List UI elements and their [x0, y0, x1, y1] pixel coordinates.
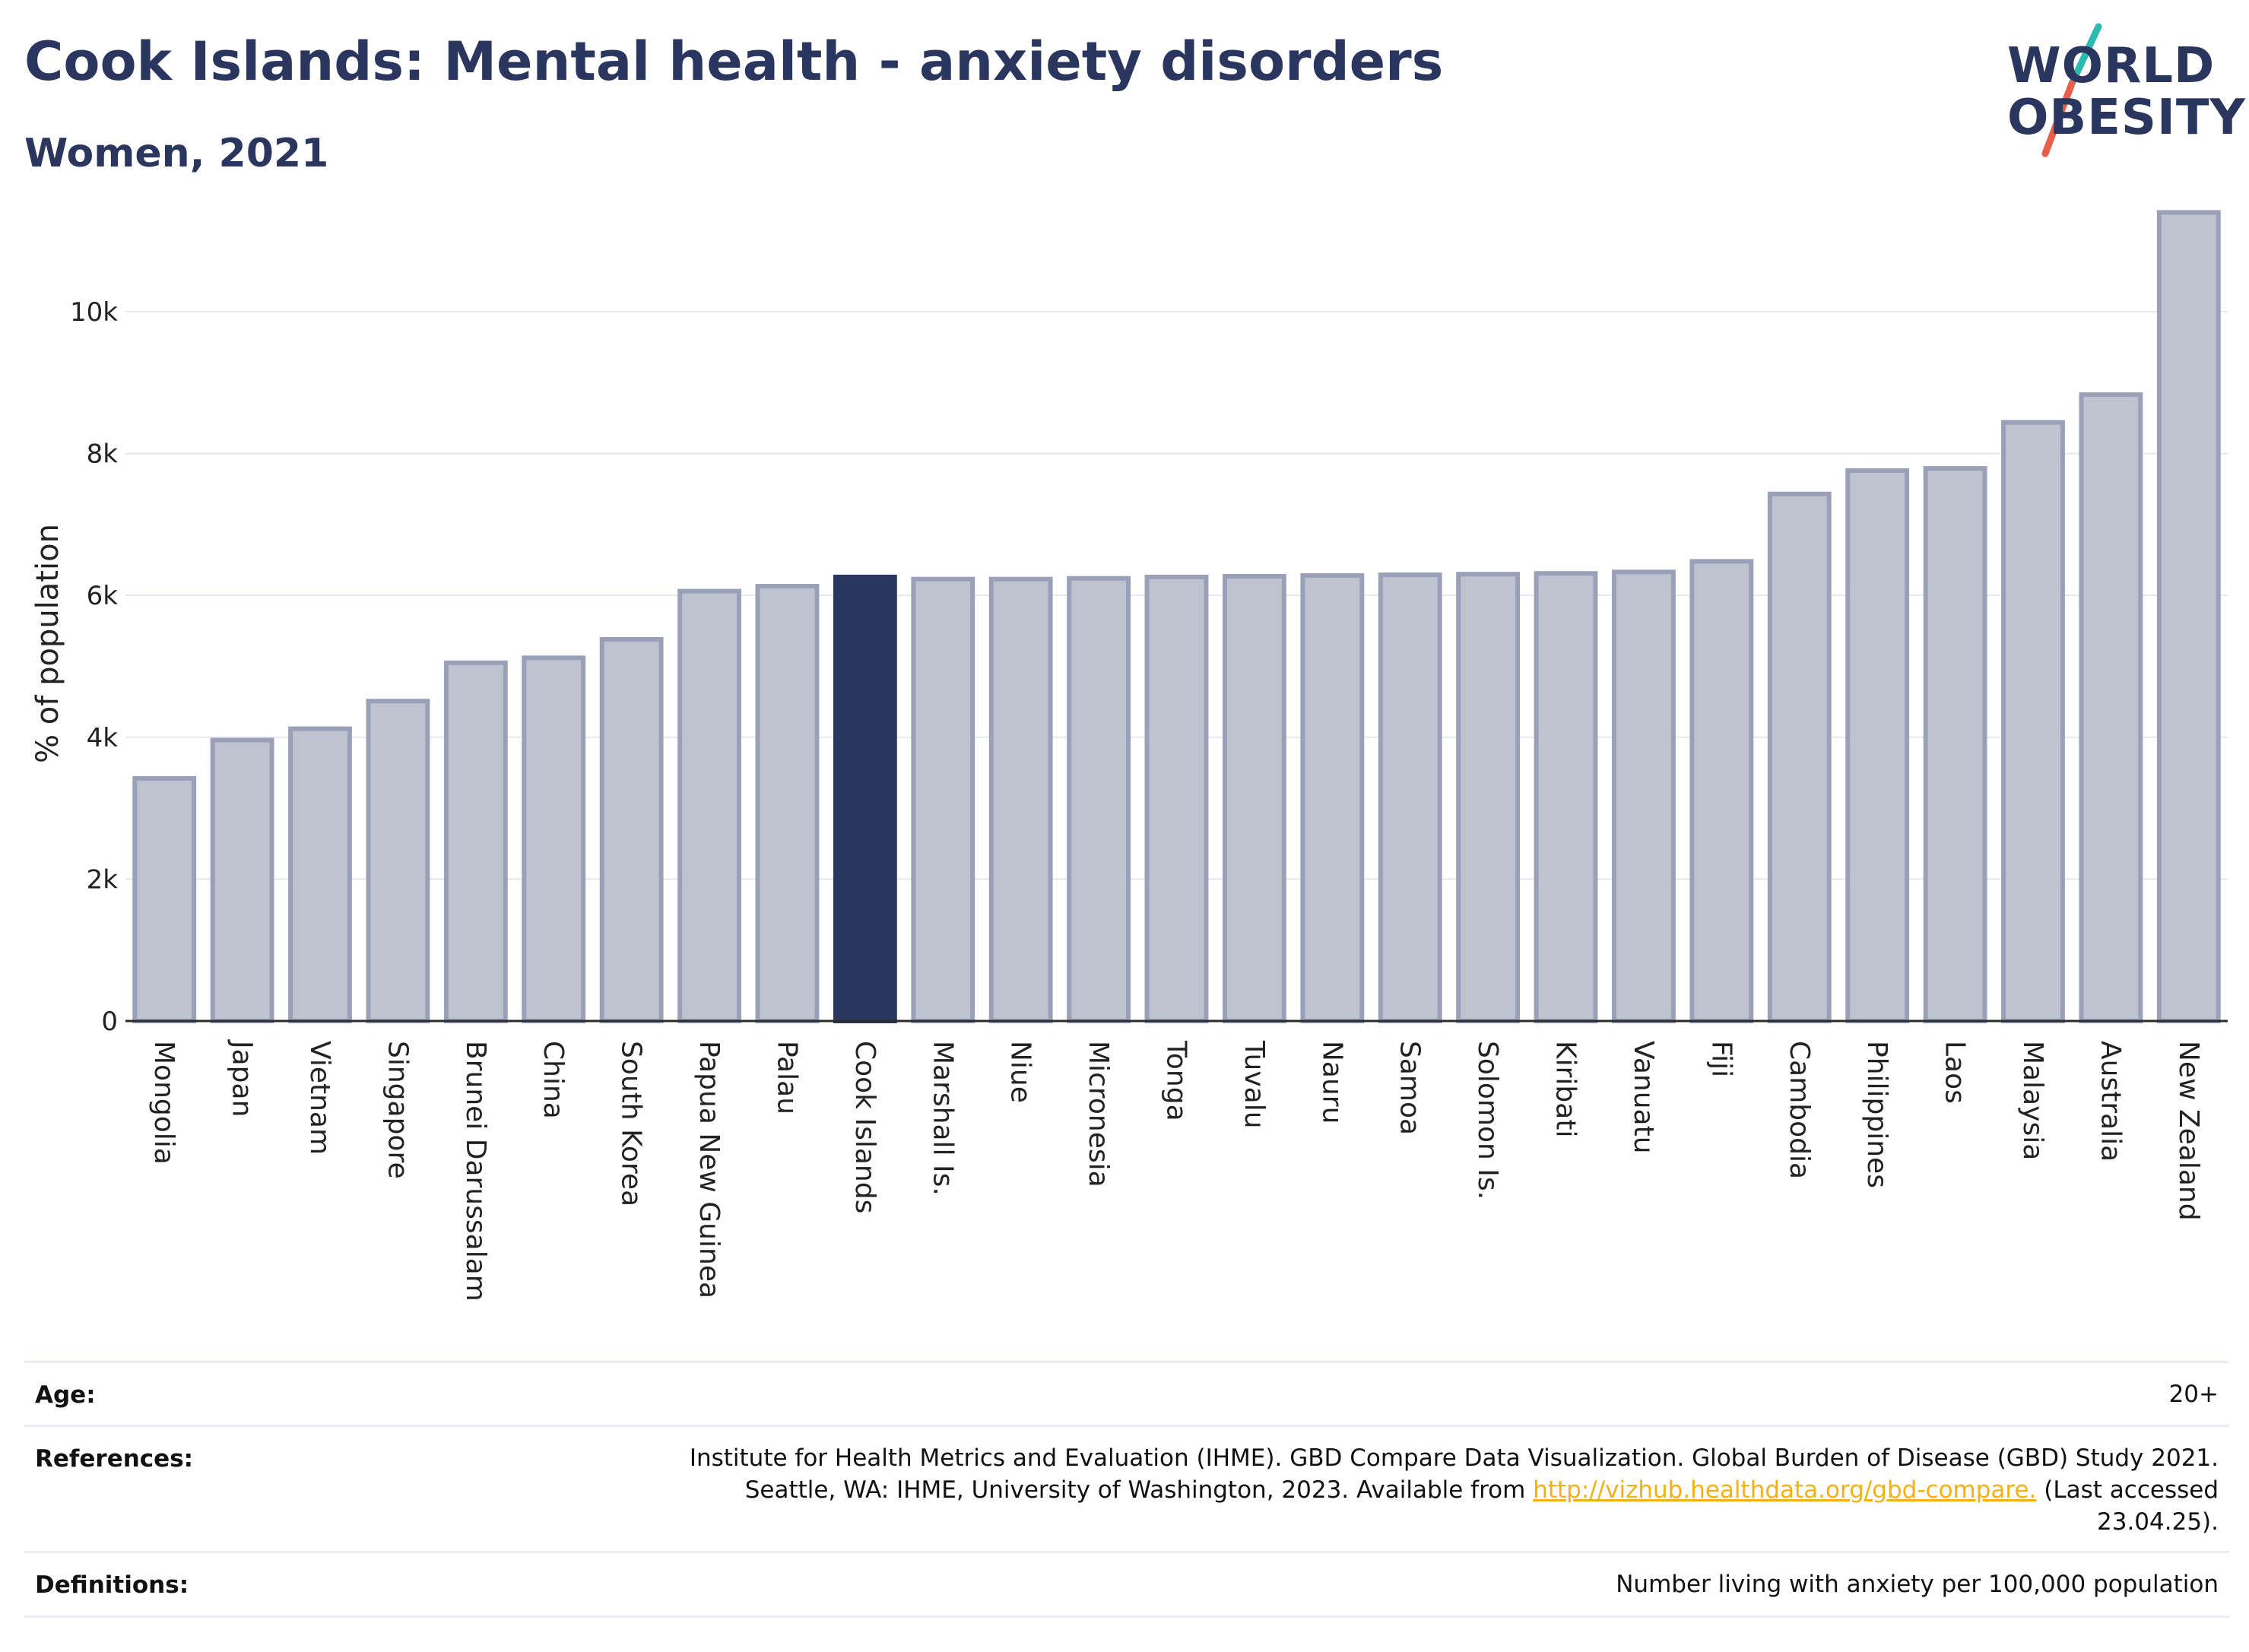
bar [833, 574, 897, 1023]
x-tick-label: Niue [1005, 1041, 1036, 1103]
references-line-2-pre: Seattle, WA: IHME, University of Washing… [744, 1476, 1534, 1504]
x-tick-label: Micronesia [1083, 1041, 1114, 1187]
y-tick-label: 6k [87, 581, 119, 611]
x-tick-label: Brunei Darussalam [460, 1041, 491, 1302]
definitions-row: Definitions: Number living with anxiety … [24, 1551, 2229, 1618]
x-tick-label: Philippines [1861, 1041, 1892, 1188]
bar [755, 584, 820, 1023]
x-tick-label: Nauru [1316, 1041, 1347, 1124]
age-value: 20+ [2168, 1381, 2219, 1408]
bar [1845, 468, 1910, 1023]
references-line-2-post: (Last accessed [2036, 1476, 2219, 1504]
bar [1067, 576, 1131, 1023]
bar [522, 655, 586, 1023]
page-title: Cook Islands: Mental health - anxiety di… [24, 30, 1444, 93]
x-tick-label: Singapore [382, 1041, 413, 1179]
x-tick-label: China [538, 1041, 569, 1119]
bar-chart: 0 2k 4k 6k 8k 10k % of population Mongolia Japan… [30, 210, 2228, 1302]
bar [1144, 574, 1209, 1023]
bar [210, 737, 274, 1023]
references-link[interactable]: http://vizhub.healthdata.org/gbd-compare… [1533, 1476, 2037, 1504]
references-label: References: [35, 1445, 194, 1473]
x-tick-label: Fiji [1705, 1041, 1737, 1077]
x-tick-label: Vanuatu [1628, 1041, 1659, 1154]
x-tick-label: Australia [2095, 1041, 2126, 1162]
x-tick-label: Solomon Is. [1472, 1041, 1503, 1200]
y-tick-label: 8k [87, 439, 119, 470]
definitions-label: Definitions: [35, 1571, 189, 1599]
x-tick-label: Tuvalu [1239, 1040, 1270, 1129]
x-tick-label: Malaysia [2017, 1041, 2048, 1160]
bar [1378, 572, 1442, 1023]
bar [1612, 569, 1676, 1023]
bar [1689, 559, 1754, 1023]
x-tick-label: Japan [227, 1039, 258, 1117]
bar [288, 726, 352, 1023]
y-tick-label: 0 [101, 1007, 118, 1037]
x-tick-label: Marshall Is. [927, 1041, 958, 1196]
bar [443, 660, 508, 1023]
references-text: Institute for Health Metrics and Evaluat… [470, 1442, 2219, 1538]
x-tick-label: Kiribati [1550, 1041, 1581, 1137]
bar [1456, 572, 1521, 1023]
bar [366, 699, 430, 1023]
references-line-3: 23.04.25). [2097, 1508, 2219, 1536]
definitions-value: Number living with anxiety per 100,000 p… [1616, 1571, 2219, 1598]
logo-line-obesity: OBESITY [2007, 90, 2246, 146]
age-row: Age: 20+ [24, 1361, 2229, 1427]
age-label: Age: [35, 1381, 96, 1409]
references-row: References: Institute for Health Metrics… [24, 1425, 2229, 1553]
page-subtitle: Women, 2021 [24, 131, 329, 176]
x-tick-label: New Zealand [2173, 1041, 2204, 1221]
x-tick-label: Tonga [1161, 1040, 1192, 1121]
bar [1222, 573, 1286, 1023]
references-line-1: Institute for Health Metrics and Evaluat… [689, 1444, 2219, 1472]
x-tick-label: Papua New Guinea [693, 1041, 725, 1298]
references-line-2: Seattle, WA: IHME, University of Washing… [470, 1474, 2219, 1506]
x-tick-label: Vietnam [304, 1041, 335, 1155]
bar [988, 576, 1053, 1023]
x-tick-label: South Korea [616, 1041, 647, 1206]
bar [1767, 491, 1832, 1023]
x-tick-label: Cambodia [1784, 1041, 1815, 1179]
y-tick-label: 10k [70, 297, 118, 328]
bar [2156, 210, 2221, 1023]
y-axis-label: % of population [30, 524, 65, 763]
bar [1534, 571, 1598, 1023]
x-tick-label: Mongolia [148, 1041, 179, 1165]
bar [599, 637, 664, 1023]
bar [132, 775, 197, 1023]
bar [2001, 420, 2065, 1023]
bar [1923, 466, 1987, 1023]
x-tick-label: Cook Islands [849, 1041, 880, 1213]
bar [911, 576, 975, 1023]
bar [677, 588, 741, 1023]
bar [2079, 392, 2143, 1023]
x-tick-label: Samoa [1394, 1041, 1426, 1135]
y-tick-label: 4k [87, 723, 119, 753]
bar [1300, 573, 1365, 1023]
x-tick-label: Laos [1940, 1041, 1971, 1104]
y-tick-label: 2k [87, 864, 119, 895]
world-obesity-logo: WORLD OBESITY [1992, 23, 2245, 160]
logo-line-world: WORLD [2007, 38, 2216, 94]
x-tick-label: Palau [771, 1041, 802, 1115]
logo-slash-icon [2041, 23, 2102, 157]
